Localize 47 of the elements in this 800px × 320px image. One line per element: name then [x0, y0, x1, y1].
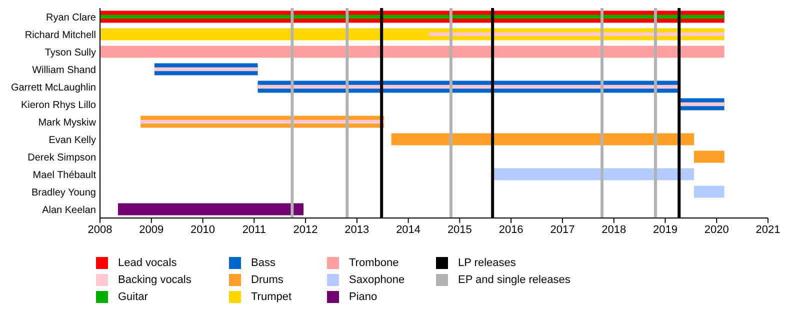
bar — [694, 186, 724, 198]
legend-label: Saxophone — [349, 274, 405, 286]
bar — [140, 120, 384, 124]
x-tick-label: 2019 — [652, 224, 678, 236]
x-tick-label: 2009 — [139, 224, 164, 236]
legend-label: Trumpet — [251, 290, 292, 302]
y-tick-label: Tyson Sully — [44, 47, 96, 58]
x-tick-label: 2008 — [88, 224, 112, 236]
x-tick-label: 2021 — [756, 224, 780, 236]
y-tick-label: Alan Keelan — [42, 204, 96, 216]
x-tick-label: 2020 — [704, 224, 729, 236]
y-tick-label: Ryan Clare — [46, 12, 96, 24]
y-tick-label: Garrett McLaughlin — [10, 82, 96, 94]
y-tick-label: Mael Thébault — [32, 170, 96, 181]
legend-label: Piano — [349, 290, 378, 302]
legend-label: Trombone — [349, 256, 399, 268]
bar — [492, 168, 694, 180]
y-tick-label: Mark Myskiw — [38, 117, 97, 128]
bar — [154, 67, 258, 72]
x-tick-label: 2016 — [498, 224, 524, 236]
bar — [100, 46, 724, 58]
legend-label: Guitar — [118, 290, 148, 302]
x-tick-label: 2012 — [293, 224, 318, 236]
bar — [100, 14, 724, 19]
bar — [391, 133, 694, 146]
bar — [694, 150, 724, 163]
x-tick-label: 2018 — [602, 224, 626, 236]
x-tick-label: 2015 — [447, 224, 472, 236]
y-tick-label: Bradley Young — [31, 187, 96, 198]
legend-label: Lead vocals — [118, 256, 177, 268]
y-tick-label: Richard Mitchell — [24, 30, 96, 41]
x-tick-label: 2013 — [344, 224, 370, 236]
legend-label: EP and single releases — [458, 274, 570, 286]
x-tick-label: 2010 — [190, 224, 216, 236]
x-tick-label: 2011 — [242, 224, 266, 236]
x-tick-label: 2014 — [396, 224, 421, 236]
legend-label: LP releases — [458, 256, 516, 268]
bar — [118, 203, 304, 216]
y-tick-label: William Shand — [32, 64, 96, 76]
bar — [680, 102, 724, 106]
y-tick-label: Derek Simpson — [28, 152, 96, 164]
x-tick-label: 2017 — [550, 224, 575, 236]
legend-label: Drums — [251, 274, 284, 286]
legend-label: Backing vocals — [118, 274, 192, 286]
legend-label: Bass — [251, 256, 276, 268]
y-tick-label: Evan Kelly — [48, 134, 96, 146]
y-tick-label: Kieron Rhys Lillo — [20, 100, 96, 111]
